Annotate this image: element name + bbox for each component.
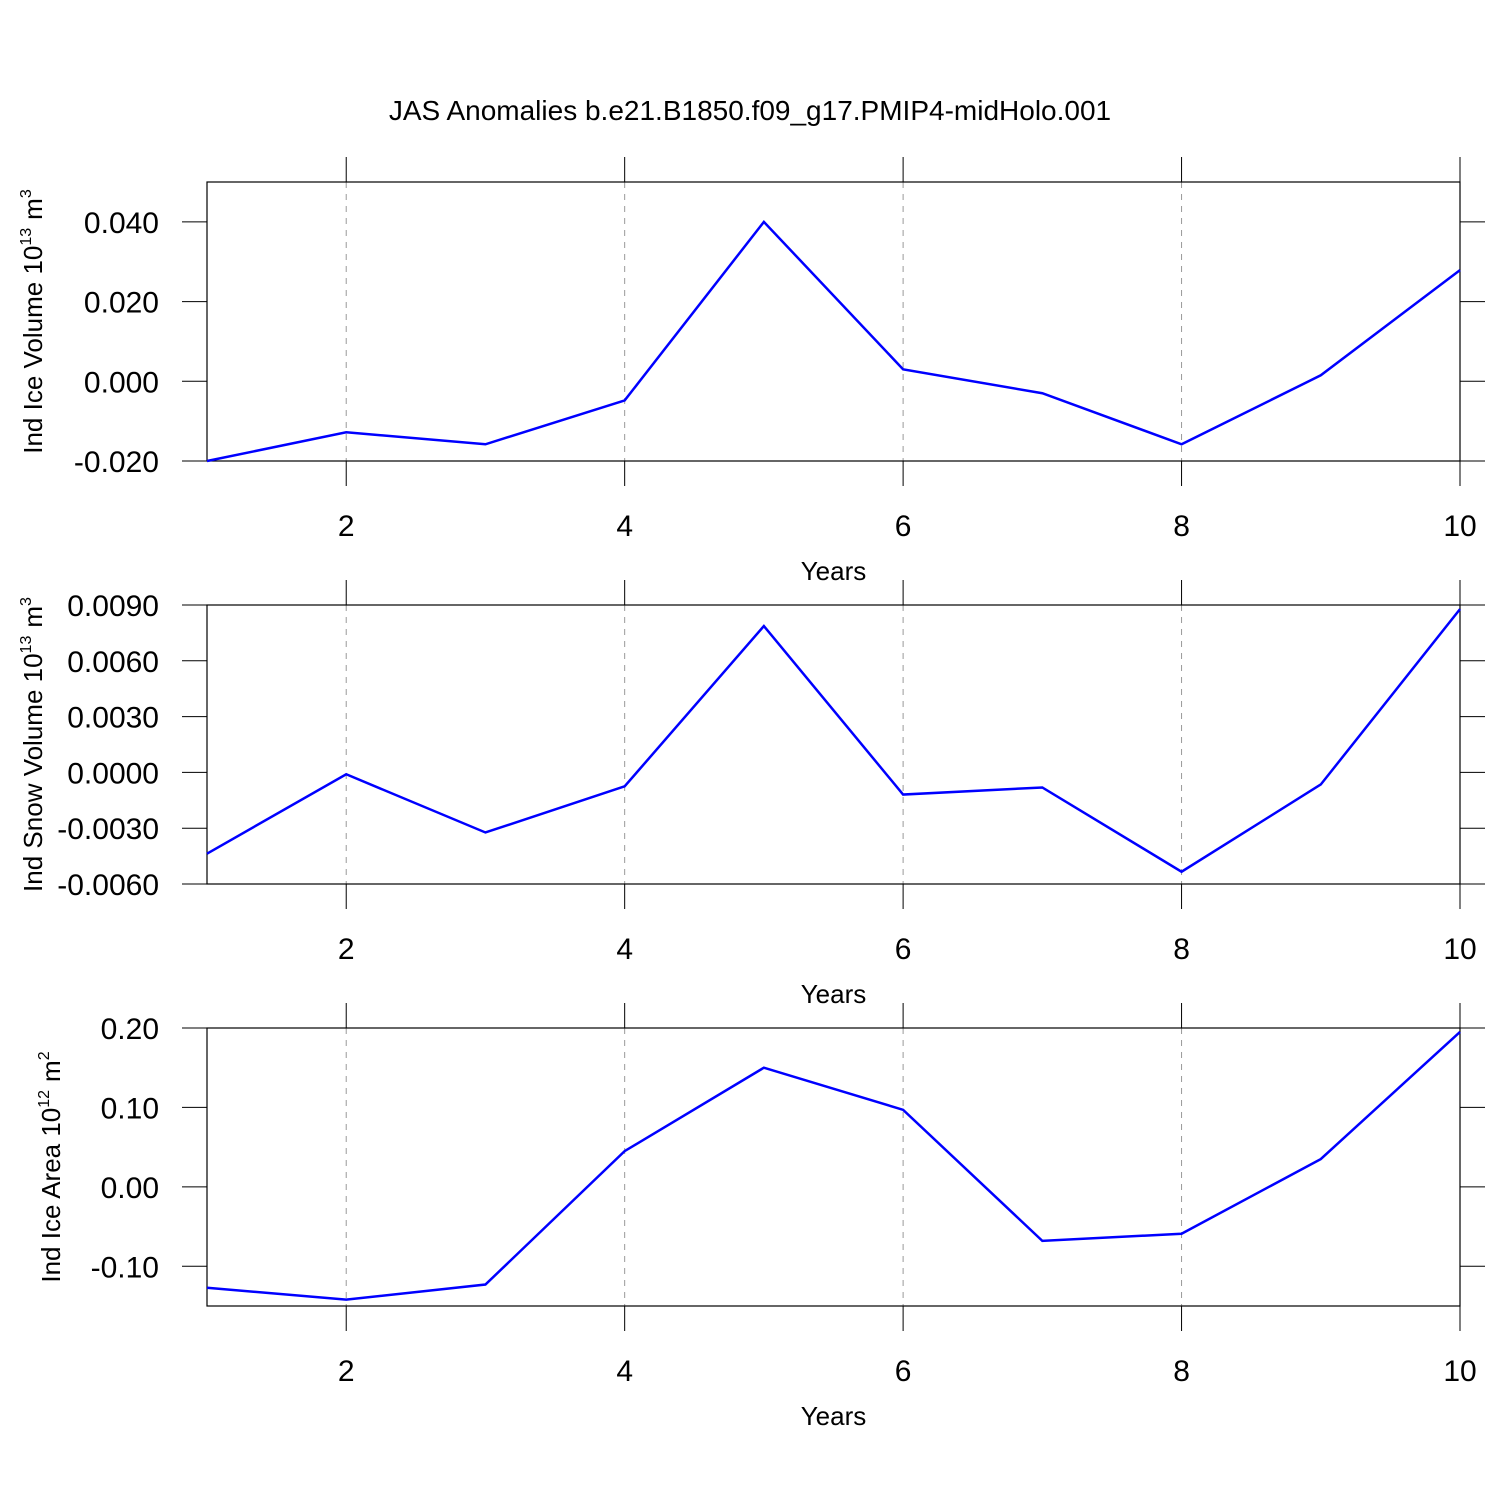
plot-frame xyxy=(206,181,1461,462)
y-tick-label: -0.10 xyxy=(91,1251,159,1284)
y-tick-label: 0.0090 xyxy=(67,590,159,623)
x-tick-label: 8 xyxy=(1173,510,1190,543)
figure-title: JAS Anomalies b.e21.B1850.f09_g17.PMIP4-… xyxy=(389,95,1111,126)
x-tick-label: 4 xyxy=(616,510,633,543)
x-tick-label: 4 xyxy=(616,1355,633,1388)
y-axis-label: Ind Ice Area 1012 m2 xyxy=(36,1051,66,1282)
data-line xyxy=(206,1031,1461,1301)
y-label-exponent: 12 xyxy=(36,1090,53,1108)
x-tick-label: 8 xyxy=(1173,1355,1190,1388)
y-tick-label: -0.0060 xyxy=(57,869,159,902)
y-label-exponent: 13 xyxy=(18,228,35,246)
y-tick-label: 0.0060 xyxy=(67,646,159,679)
x-tick-label: 6 xyxy=(895,933,912,966)
y-axis-label: Ind Snow Volume 1013 m3 xyxy=(18,597,48,892)
x-tick-label: 10 xyxy=(1443,1355,1476,1388)
y-tick-label: -0.020 xyxy=(74,446,159,479)
x-tick-label: 2 xyxy=(338,933,355,966)
y-label-unit: m xyxy=(18,606,48,628)
y-tick-label: 0.0000 xyxy=(67,757,159,790)
y-tick-label: 0.000 xyxy=(84,366,159,399)
x-axis-label: Years xyxy=(801,979,867,1009)
x-axis-label: Years xyxy=(801,1401,867,1431)
y-label-unit: m xyxy=(18,198,48,220)
x-tick-label: 6 xyxy=(895,1355,912,1388)
plot-frame xyxy=(206,604,1461,885)
x-axis-label: Years xyxy=(801,556,867,586)
y-tick-label: 0.00 xyxy=(101,1172,159,1205)
y-tick-label: 0.020 xyxy=(84,287,159,320)
y-tick-label: 0.0030 xyxy=(67,702,159,735)
y-label-unit-exponent: 3 xyxy=(18,189,35,198)
x-tick-label: 8 xyxy=(1173,933,1190,966)
x-tick-label: 4 xyxy=(616,933,633,966)
y-label-text: Ind Ice Volume 10 xyxy=(18,246,48,454)
y-tick-label: 0.10 xyxy=(101,1092,159,1125)
y-axis-label: Ind Ice Volume 1013 m3 xyxy=(18,189,48,454)
y-label-unit: m xyxy=(36,1060,66,1082)
data-line xyxy=(206,608,1461,874)
plot-frame xyxy=(206,1027,1461,1307)
y-tick-label: -0.0030 xyxy=(57,813,159,846)
y-label-exponent: 13 xyxy=(18,636,35,654)
y-label-unit-exponent: 2 xyxy=(36,1051,53,1060)
y-label-text: Ind Snow Volume 10 xyxy=(18,653,48,892)
x-tick-label: 2 xyxy=(338,510,355,543)
data-line xyxy=(206,219,1461,463)
y-label-unit-exponent: 3 xyxy=(18,597,35,606)
y-tick-label: 0.20 xyxy=(101,1013,159,1046)
y-tick-label: 0.040 xyxy=(84,207,159,240)
y-label-text: Ind Ice Area 10 xyxy=(36,1108,66,1283)
x-tick-label: 10 xyxy=(1443,510,1476,543)
x-tick-label: 6 xyxy=(895,510,912,543)
x-tick-label: 10 xyxy=(1443,933,1476,966)
x-tick-label: 2 xyxy=(338,1355,355,1388)
